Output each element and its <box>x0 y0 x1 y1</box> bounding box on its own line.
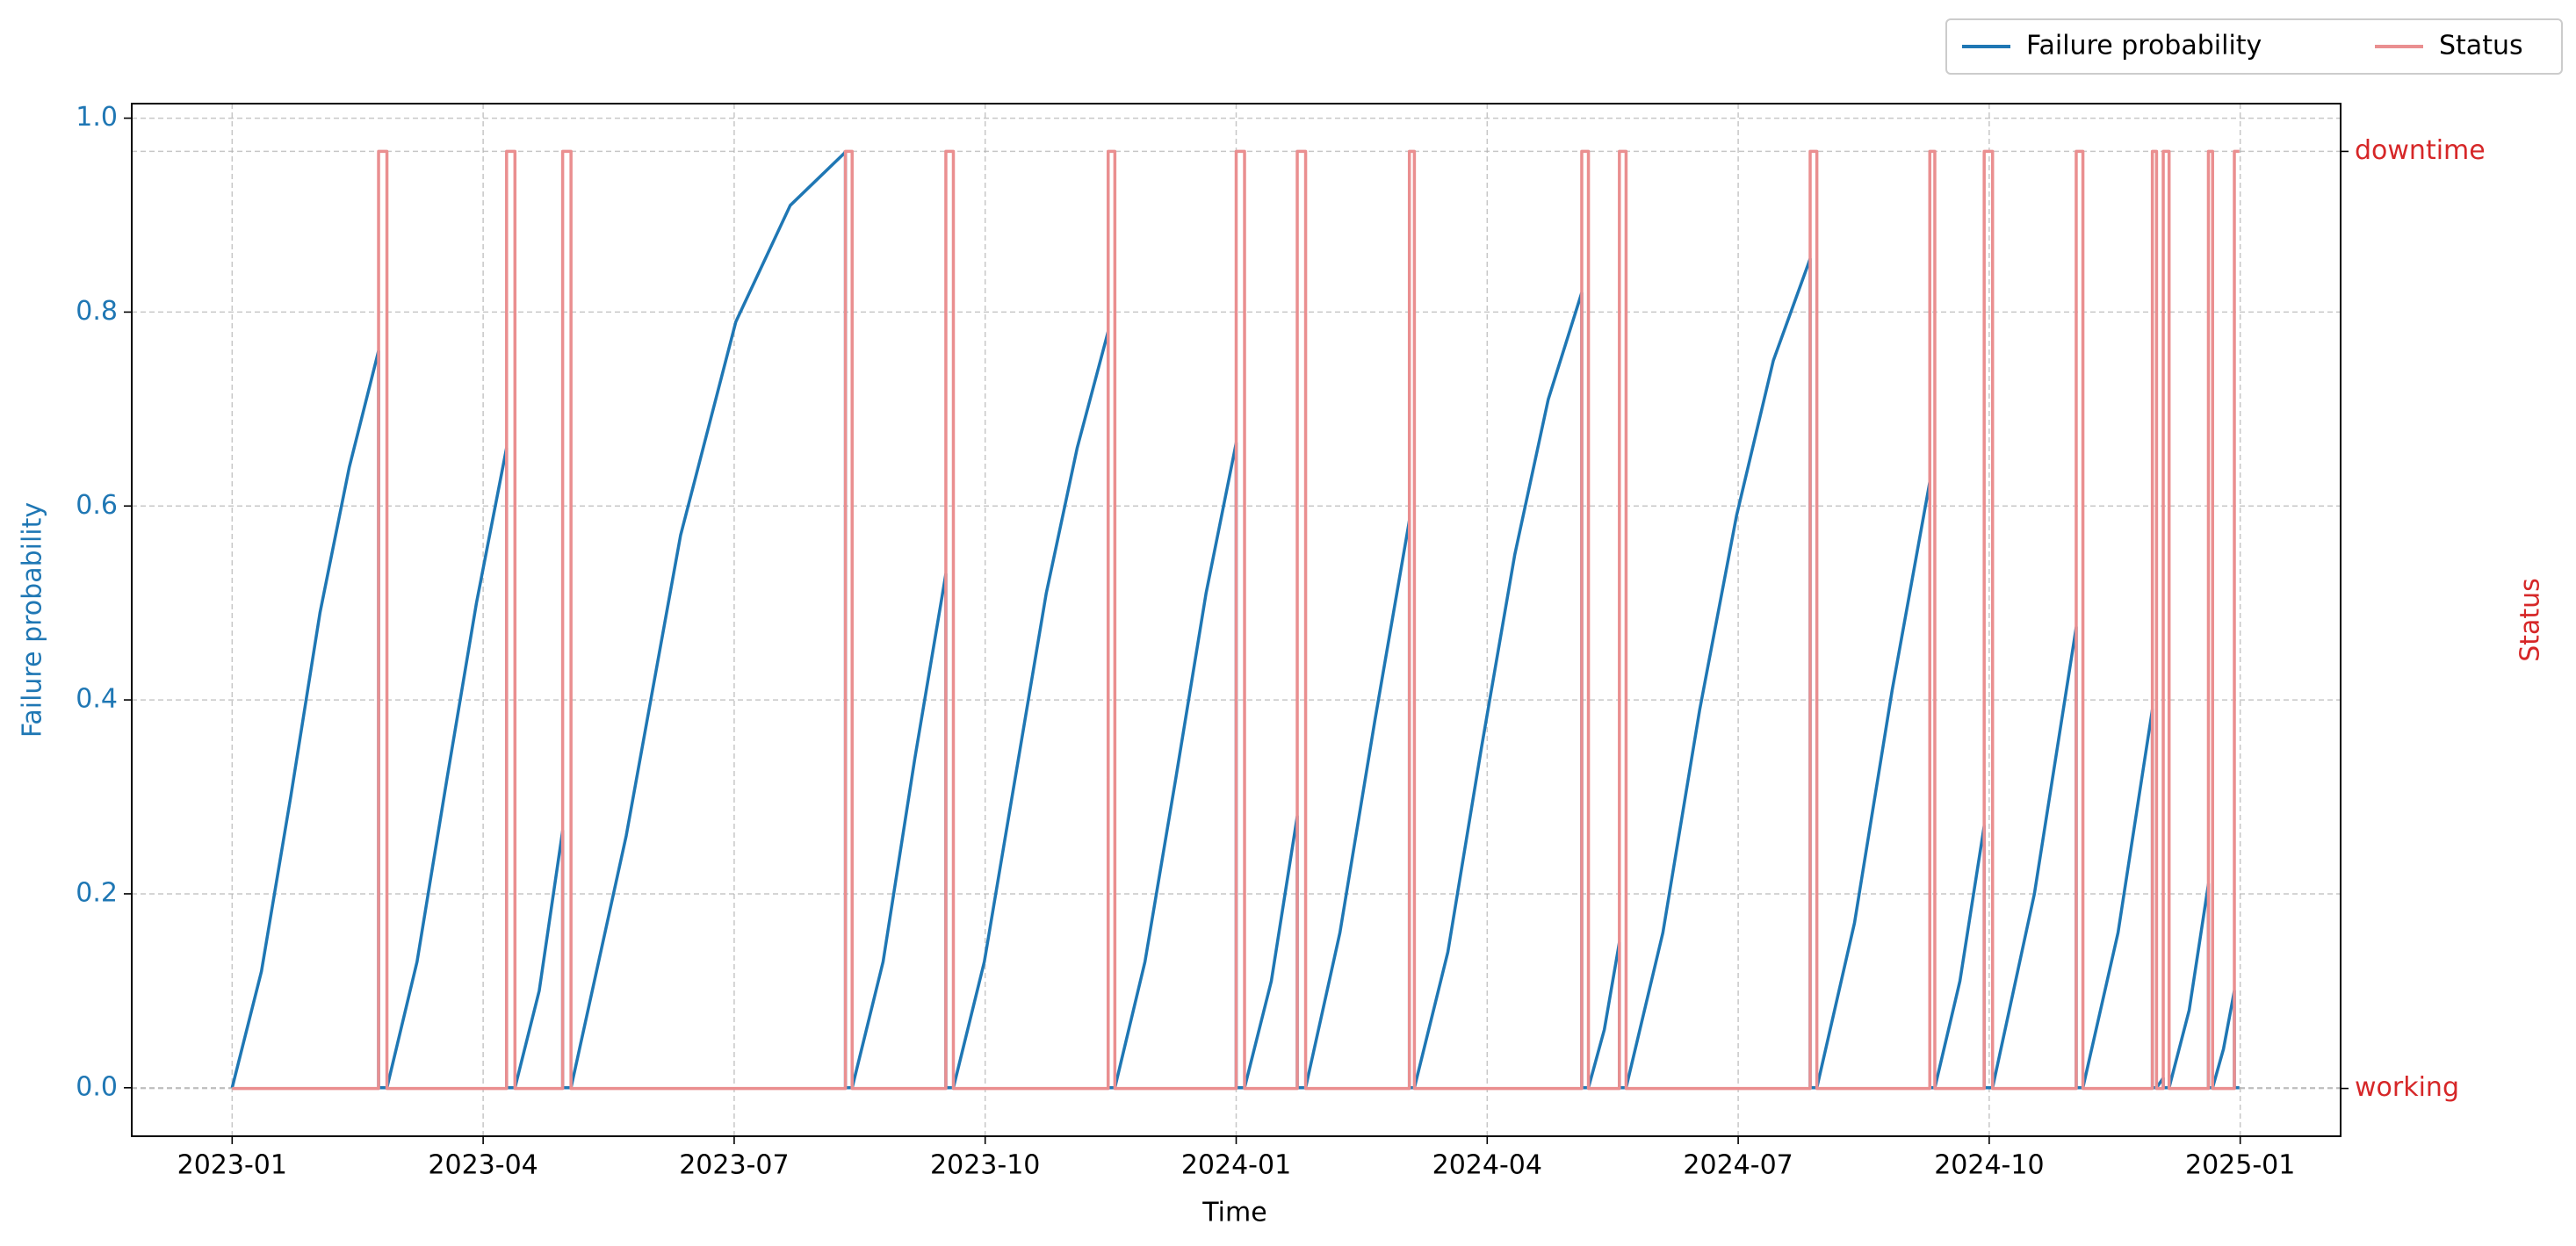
x-tick-label: 2024-10 <box>1934 1150 2044 1181</box>
legend-label: Failure probability <box>2026 31 2262 61</box>
y-tick-label: 0.4 <box>76 684 118 715</box>
y2-axis-label: Status <box>2515 578 2546 662</box>
x-axis-label: Time <box>1201 1198 1266 1228</box>
x-tick-label: 2024-01 <box>1181 1150 1291 1181</box>
x-tick-label: 2024-04 <box>1432 1150 1542 1181</box>
y-tick-label: 0.0 <box>76 1071 118 1102</box>
x-tick-label: 2023-07 <box>679 1150 789 1181</box>
legend-label: Status <box>2439 31 2523 61</box>
series-line <box>232 149 2240 1091</box>
x-tick-label: 2023-10 <box>930 1150 1040 1181</box>
x-tick-label: 2025-01 <box>2185 1150 2295 1181</box>
legend-box <box>1945 18 2563 75</box>
y-tick-label: 0.6 <box>76 490 118 521</box>
x-tick-label: 2024-07 <box>1683 1150 1793 1181</box>
y2-tick-label: working <box>2355 1072 2459 1103</box>
x-tick-label: 2023-01 <box>177 1150 287 1181</box>
y-axis-label: Failure probability <box>18 502 48 738</box>
y2-tick-label: downtime <box>2355 135 2486 166</box>
y-tick-label: 0.8 <box>76 296 118 327</box>
plot-frame <box>131 103 2341 1137</box>
y-tick-label: 0.2 <box>76 877 118 908</box>
x-tick-label: 2023-04 <box>428 1150 538 1181</box>
y-tick-label: 1.0 <box>76 102 118 133</box>
